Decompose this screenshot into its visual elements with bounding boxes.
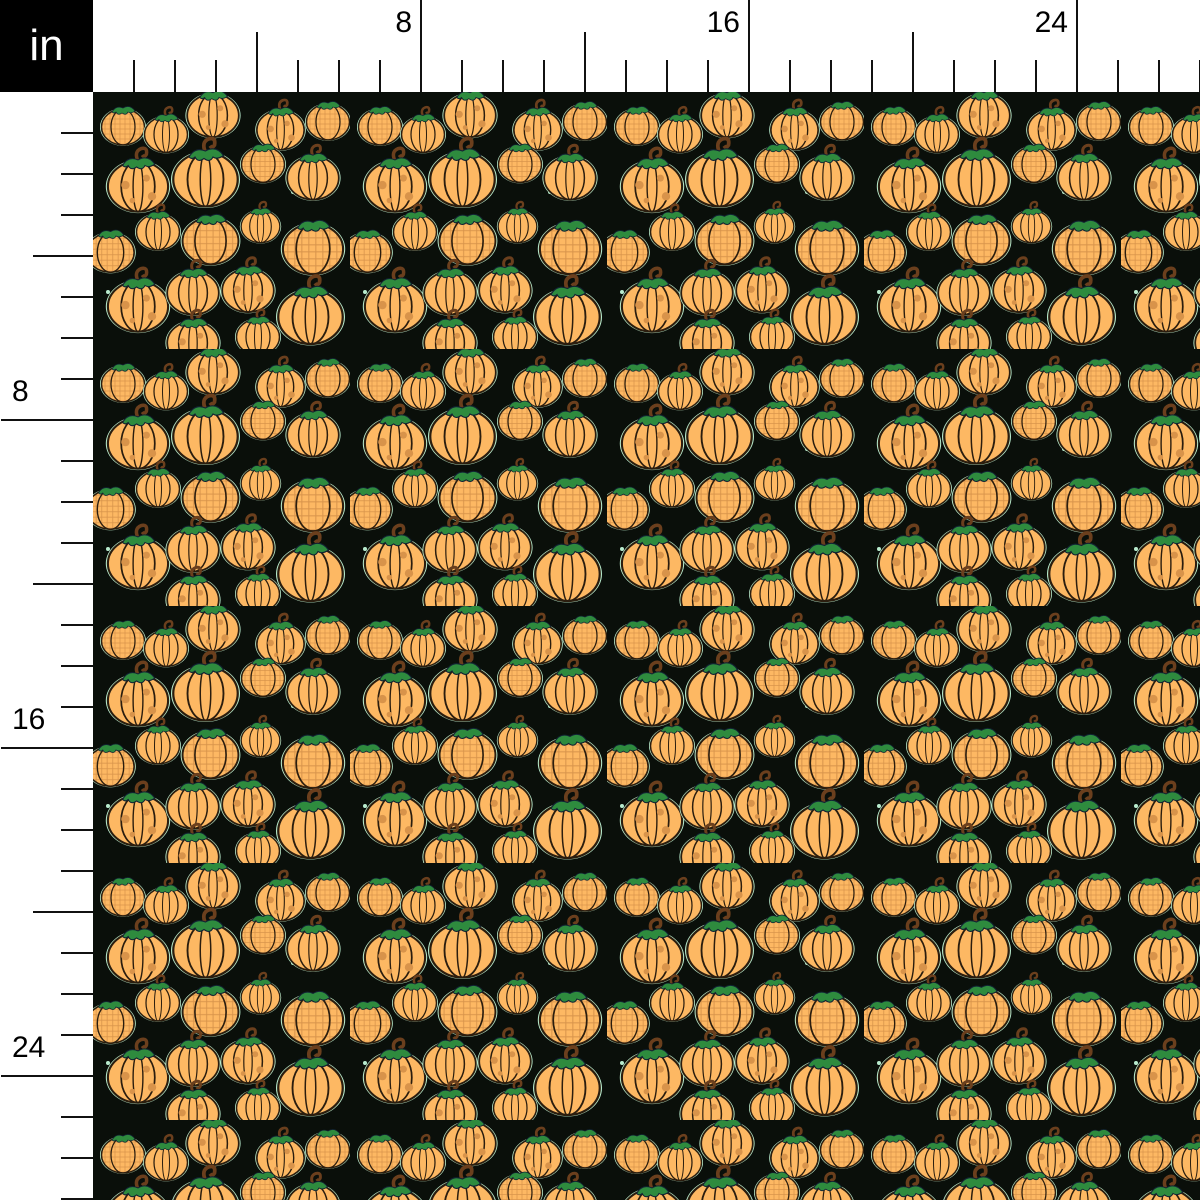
ruler-tick <box>33 583 93 585</box>
ruler-label: 16 <box>706 6 740 39</box>
ruler-tick <box>461 60 463 92</box>
ruler-tick <box>1117 60 1119 92</box>
ruler-tick <box>502 60 504 92</box>
ruler-tick <box>1 747 93 749</box>
ruler-tick <box>1158 60 1160 92</box>
ruler-tick <box>707 60 709 92</box>
ruler-label: 24 <box>1034 6 1068 39</box>
ruler-tick <box>256 32 258 92</box>
left-ruler: 8 16 24 <box>0 92 93 1200</box>
top-ruler: 8 16 24 <box>93 0 1200 92</box>
ruler-tick <box>61 132 93 134</box>
ruler-tick <box>61 173 93 175</box>
ruler-tick <box>61 993 93 995</box>
ruler-tick <box>789 60 791 92</box>
ruler-tick <box>61 788 93 790</box>
ruler-tick <box>61 665 93 667</box>
ruler-tick <box>871 60 873 92</box>
ruler-label: 24 <box>12 1031 46 1064</box>
pumpkin-pattern <box>93 92 1200 1200</box>
ruler-tick <box>61 214 93 216</box>
ruler-tick <box>61 829 93 831</box>
ruler-tick <box>33 911 93 913</box>
ruler-tick <box>912 32 914 92</box>
ruler-tick <box>584 32 586 92</box>
ruler-tick <box>1 419 93 421</box>
ruler-tick <box>133 60 135 92</box>
ruler-tick <box>61 378 93 380</box>
ruler-tick <box>297 60 299 92</box>
ruler-tick <box>994 60 996 92</box>
ruler-tick <box>61 542 93 544</box>
ruler-tick <box>61 337 93 339</box>
ruler-tick <box>379 60 381 92</box>
ruler-tick <box>953 60 955 92</box>
ruler-tick <box>420 0 422 92</box>
ruler-tick <box>1 1075 93 1077</box>
ruler-tick <box>61 624 93 626</box>
ruler-tick <box>61 501 93 503</box>
ruler-tick <box>61 1034 93 1036</box>
ruler-tick <box>61 952 93 954</box>
ruler-tick <box>33 255 93 257</box>
ruler-tick <box>174 60 176 92</box>
ruler-tick <box>61 1198 93 1200</box>
ruler-tick <box>830 60 832 92</box>
ruler-tick <box>61 460 93 462</box>
ruler-tick <box>1035 60 1037 92</box>
ruler-tick <box>61 1116 93 1118</box>
ruler-tick <box>666 60 668 92</box>
ruler-tick <box>543 60 545 92</box>
ruler-tick <box>215 60 217 92</box>
ruler-tick <box>1076 0 1078 92</box>
ruler-tick <box>61 296 93 298</box>
ruler-tick <box>61 1157 93 1159</box>
ruler-tick <box>625 60 627 92</box>
fabric-pattern-preview <box>93 92 1200 1200</box>
ruler-label: 8 <box>395 6 412 39</box>
ruler-tick <box>61 706 93 708</box>
ruler-tick <box>338 60 340 92</box>
ruler-tick <box>61 870 93 872</box>
ruler-label: 8 <box>12 375 29 408</box>
ruler-tick <box>748 0 750 92</box>
unit-label: in <box>0 0 93 92</box>
ruler-label: 16 <box>12 703 46 736</box>
